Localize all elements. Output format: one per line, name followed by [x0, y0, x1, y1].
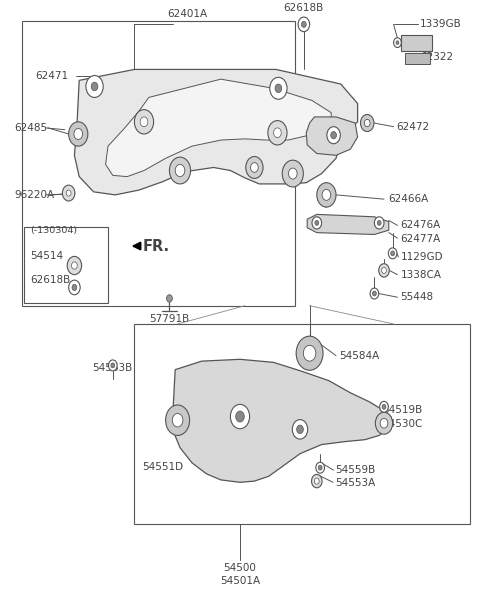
Circle shape	[327, 127, 340, 144]
Circle shape	[251, 163, 258, 172]
Circle shape	[275, 84, 282, 93]
Circle shape	[301, 21, 306, 27]
Circle shape	[172, 414, 183, 427]
Text: 62466A: 62466A	[388, 194, 428, 204]
Text: 54500: 54500	[224, 563, 256, 573]
Text: 1339GB: 1339GB	[420, 19, 462, 29]
Circle shape	[370, 288, 379, 299]
Circle shape	[322, 189, 331, 200]
Circle shape	[108, 360, 117, 371]
Circle shape	[69, 280, 80, 295]
Circle shape	[167, 295, 172, 302]
Circle shape	[297, 425, 303, 434]
Polygon shape	[173, 359, 391, 482]
Circle shape	[316, 462, 324, 473]
Circle shape	[268, 121, 287, 145]
Circle shape	[382, 267, 386, 273]
Circle shape	[111, 363, 115, 368]
Circle shape	[296, 336, 323, 370]
Circle shape	[312, 217, 322, 229]
Circle shape	[86, 76, 103, 97]
Circle shape	[140, 117, 148, 127]
Circle shape	[134, 110, 154, 134]
Circle shape	[270, 77, 287, 99]
Text: 1129GD: 1129GD	[400, 252, 443, 262]
Bar	[134, 324, 470, 524]
Circle shape	[391, 251, 395, 256]
Polygon shape	[405, 53, 430, 64]
Text: 54519B: 54519B	[382, 406, 422, 415]
Polygon shape	[401, 35, 432, 51]
Circle shape	[246, 157, 263, 178]
Text: 62471: 62471	[36, 71, 69, 80]
Text: 62472: 62472	[396, 122, 430, 132]
Circle shape	[62, 185, 75, 201]
Circle shape	[274, 128, 281, 138]
Circle shape	[230, 404, 250, 429]
Text: 62401A: 62401A	[167, 10, 207, 19]
Circle shape	[388, 248, 397, 259]
Circle shape	[380, 401, 388, 412]
Circle shape	[175, 164, 185, 177]
Circle shape	[318, 465, 322, 470]
Text: 54501A: 54501A	[220, 576, 260, 586]
Text: 54553A: 54553A	[335, 478, 375, 488]
Circle shape	[396, 41, 399, 44]
Circle shape	[298, 17, 310, 32]
Text: 54563B: 54563B	[93, 363, 133, 373]
Circle shape	[67, 256, 82, 275]
Circle shape	[169, 157, 191, 184]
Circle shape	[282, 160, 303, 187]
Text: 54584A: 54584A	[339, 351, 379, 361]
Circle shape	[317, 183, 336, 207]
Circle shape	[74, 128, 83, 139]
Text: (-130304): (-130304)	[30, 227, 77, 235]
Text: 62322: 62322	[420, 52, 453, 62]
Text: 54530C: 54530C	[382, 420, 422, 429]
Text: 54514: 54514	[30, 251, 63, 261]
Circle shape	[380, 418, 388, 428]
Circle shape	[303, 345, 316, 361]
Text: 96220A: 96220A	[14, 190, 55, 200]
Circle shape	[69, 122, 88, 146]
Text: 54559B: 54559B	[335, 465, 375, 475]
Polygon shape	[106, 79, 331, 177]
Circle shape	[315, 220, 319, 225]
Circle shape	[66, 190, 71, 196]
Circle shape	[166, 405, 190, 435]
Bar	[22, 21, 295, 306]
Text: 54551D: 54551D	[143, 462, 184, 471]
Circle shape	[374, 217, 384, 229]
Text: 1338CA: 1338CA	[400, 270, 441, 280]
Circle shape	[288, 168, 297, 179]
Polygon shape	[74, 69, 358, 195]
Circle shape	[236, 411, 244, 422]
Circle shape	[394, 38, 401, 48]
Text: 62476A: 62476A	[400, 220, 441, 230]
Circle shape	[292, 420, 308, 439]
Circle shape	[312, 474, 322, 488]
Text: 57791B: 57791B	[149, 314, 190, 324]
Text: 62618B: 62618B	[284, 4, 324, 13]
Circle shape	[72, 284, 77, 290]
Text: 62477A: 62477A	[400, 234, 441, 244]
Circle shape	[360, 114, 374, 132]
Circle shape	[372, 291, 376, 296]
Bar	[24, 227, 108, 303]
Circle shape	[379, 264, 389, 277]
Polygon shape	[306, 117, 358, 155]
Text: 62485: 62485	[14, 123, 48, 133]
Circle shape	[91, 82, 98, 91]
Polygon shape	[307, 214, 389, 234]
Circle shape	[377, 220, 381, 225]
Text: FR.: FR.	[143, 239, 170, 253]
Text: 62618B: 62618B	[30, 275, 70, 285]
Circle shape	[314, 478, 319, 484]
Circle shape	[375, 412, 393, 434]
Circle shape	[331, 132, 336, 139]
Text: 55448: 55448	[400, 292, 433, 302]
Circle shape	[72, 262, 77, 269]
Circle shape	[364, 119, 370, 127]
Circle shape	[382, 404, 386, 409]
